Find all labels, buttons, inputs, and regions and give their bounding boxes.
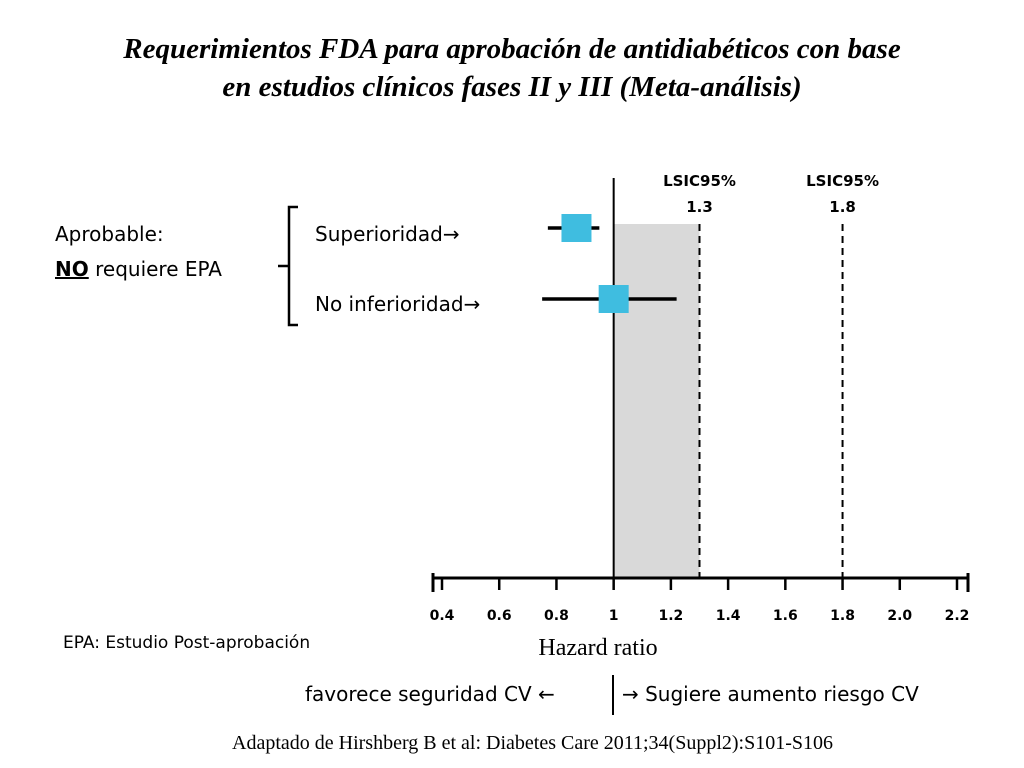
x-axis-label: Hazard ratio (538, 635, 657, 661)
direction-left-label: favorece seguridad CV ← (305, 682, 555, 706)
direction-divider (612, 675, 614, 715)
x-tick-label-1: 0.6 (487, 608, 512, 624)
x-tick-label-9: 2.2 (945, 608, 970, 624)
threshold-label-bottom-0: 1.3 (686, 198, 713, 216)
threshold-label-top-1: LSIC95% (806, 172, 879, 190)
x-tick-label-3: 1 (609, 608, 619, 624)
slide-title: Requerimientos FDA para aprobación de an… (20, 30, 1004, 106)
x-tick-label-4: 1.2 (658, 608, 683, 624)
threshold-label-bottom-1: 1.8 (829, 198, 856, 216)
study-label-superioridad: Superioridad→ (315, 222, 460, 246)
x-tick-label-2: 0.8 (544, 608, 569, 624)
shaded-region (613, 224, 700, 578)
study-label-no-inferioridad: No inferioridad→ (315, 292, 481, 316)
citation: Adaptado de Hirshberg B et al: Diabetes … (232, 732, 834, 754)
requiere-epa-label: NO requiere EPA (55, 257, 222, 281)
no-word: NO (55, 257, 89, 281)
x-tick-label-5: 1.4 (716, 608, 741, 624)
x-tick-label-6: 1.6 (773, 608, 798, 624)
threshold-label-top-0: LSIC95% (663, 172, 736, 190)
title-line-2: en estudios clínicos fases II y III (Met… (222, 71, 802, 103)
x-tick-label-7: 1.8 (830, 608, 855, 624)
direction-right-label: → Sugiere aumento riesgo CV (622, 682, 919, 706)
point-marker-0 (561, 214, 592, 242)
title-line-1: Requerimientos FDA para aprobación de an… (123, 33, 901, 65)
x-tick-label-0: 0.4 (430, 608, 455, 624)
bracket-icon (278, 205, 298, 327)
requiere-text: requiere EPA (88, 257, 222, 281)
epa-footnote: EPA: Estudio Post-aprobación (63, 633, 311, 653)
point-marker-1 (598, 285, 629, 313)
x-tick-label-8: 2.0 (887, 608, 912, 624)
aprobable-label: Aprobable: (55, 222, 164, 246)
